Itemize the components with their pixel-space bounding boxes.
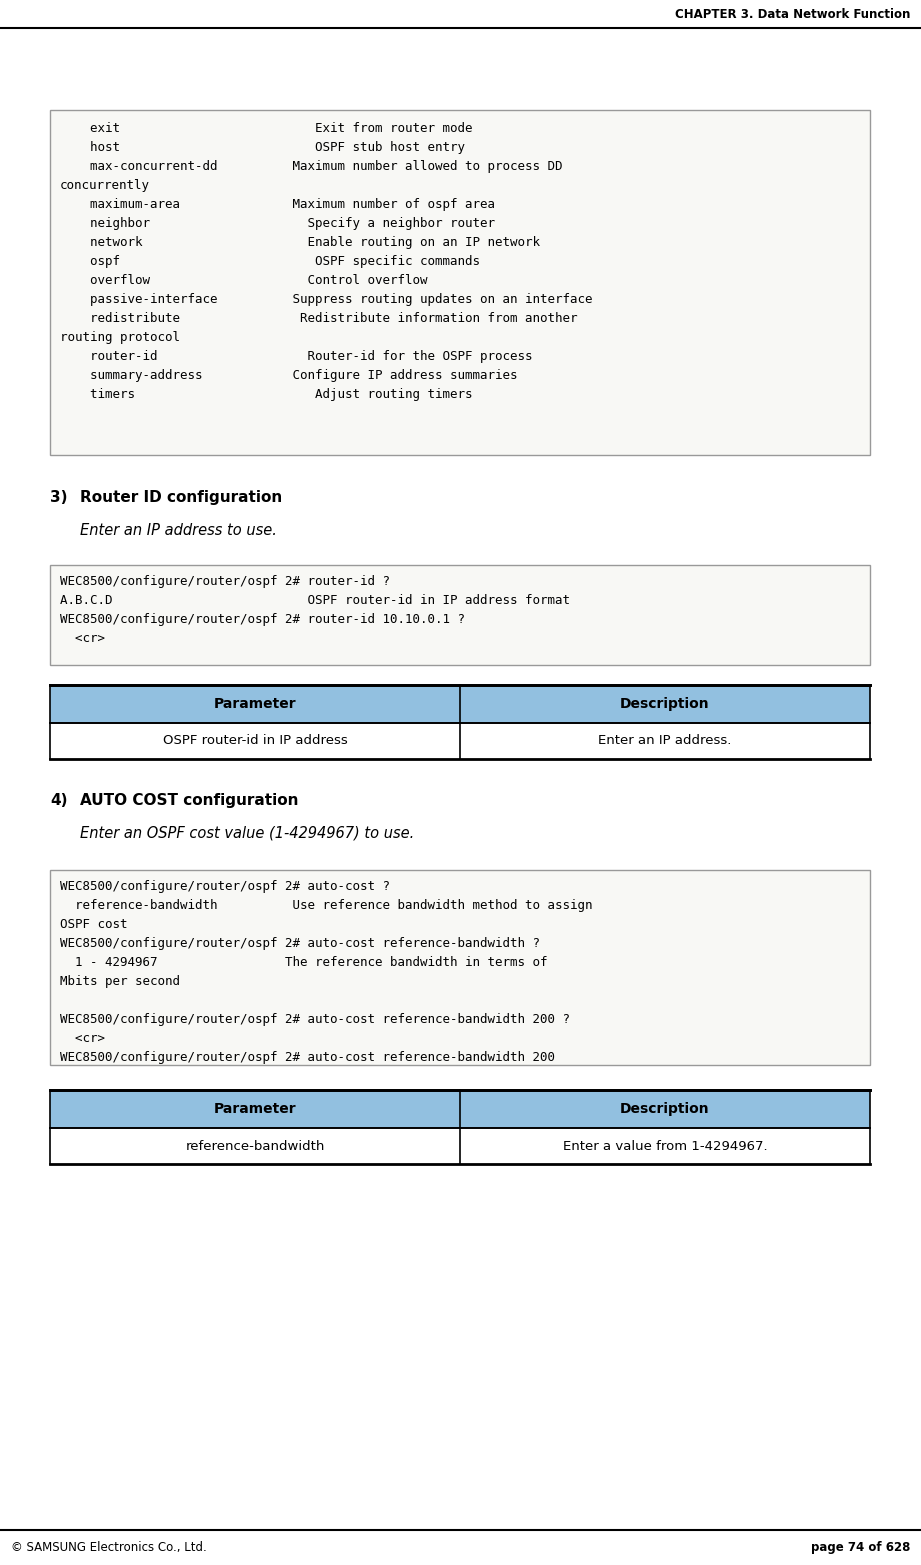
Text: WEC8500/configure/router/ospf 2# auto-cost ?
  reference-bandwidth          Use : WEC8500/configure/router/ospf 2# auto-co… <box>60 880 592 1064</box>
Text: Parameter: Parameter <box>214 696 297 711</box>
Text: OSPF router-id in IP address: OSPF router-id in IP address <box>163 734 347 748</box>
FancyBboxPatch shape <box>50 565 870 665</box>
FancyBboxPatch shape <box>50 1128 870 1164</box>
Text: 4): 4) <box>50 793 67 808</box>
Text: exit                          Exit from router mode
    host                    : exit Exit from router mode host <box>60 122 592 401</box>
Text: Enter an IP address.: Enter an IP address. <box>599 734 731 748</box>
Text: Enter an OSPF cost value (1-4294967) to use.: Enter an OSPF cost value (1-4294967) to … <box>80 826 414 840</box>
Text: Parameter: Parameter <box>214 1102 297 1116</box>
Text: page 74 of 628: page 74 of 628 <box>810 1542 910 1554</box>
FancyBboxPatch shape <box>50 723 870 759</box>
Text: Description: Description <box>620 1102 710 1116</box>
Text: CHAPTER 3. Data Network Function: CHAPTER 3. Data Network Function <box>674 8 910 20</box>
Text: AUTO COST configuration: AUTO COST configuration <box>80 793 298 808</box>
Text: Enter a value from 1-4294967.: Enter a value from 1-4294967. <box>563 1139 767 1152</box>
FancyBboxPatch shape <box>50 685 870 723</box>
Text: 3): 3) <box>50 490 67 505</box>
FancyBboxPatch shape <box>50 1089 870 1128</box>
Text: reference-bandwidth: reference-bandwidth <box>185 1139 325 1152</box>
Text: Enter an IP address to use.: Enter an IP address to use. <box>80 523 277 538</box>
FancyBboxPatch shape <box>50 870 870 1066</box>
Text: © SAMSUNG Electronics Co., Ltd.: © SAMSUNG Electronics Co., Ltd. <box>11 1542 206 1554</box>
Text: Description: Description <box>620 696 710 711</box>
FancyBboxPatch shape <box>50 110 870 455</box>
Text: WEC8500/configure/router/ospf 2# router-id ?
A.B.C.D                          OS: WEC8500/configure/router/ospf 2# router-… <box>60 574 570 645</box>
Text: Router ID configuration: Router ID configuration <box>80 490 282 505</box>
